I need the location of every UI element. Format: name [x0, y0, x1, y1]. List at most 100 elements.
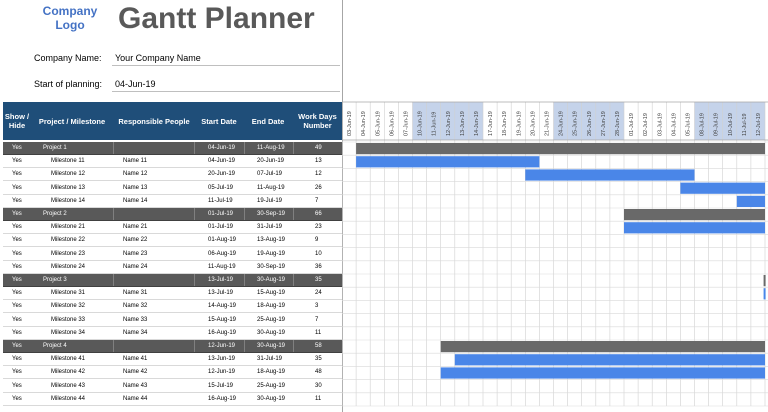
milestone-row[interactable]: Yes Milestone 33 Name 33 15-Aug-19 25-Aug-19… — [3, 314, 342, 327]
cell-people: Name 32 — [123, 300, 193, 312]
cell-show[interactable]: Yes — [12, 248, 32, 260]
col-header-end[interactable]: End Date — [243, 102, 293, 140]
cell-people: Name 42 — [123, 366, 193, 378]
cell-end: 30-Sep-19 — [257, 208, 297, 220]
milestone-row[interactable]: Yes Milestone 14 Name 14 11-Jul-19 19-Jul-19… — [3, 195, 342, 208]
col-header-workdays[interactable]: Work Days Number — [293, 102, 342, 140]
cell-show[interactable]: Yes — [12, 393, 32, 405]
project-row[interactable]: Yes Project 2 01-Jul-19 30-Sep-19 66 — [3, 208, 342, 221]
milestone-row[interactable]: Yes Milestone 22 Name 22 01-Aug-19 13-Aug-19… — [3, 234, 342, 247]
milestone-row[interactable]: Yes Milestone 43 Name 43 15-Jul-19 25-Aug-19… — [3, 380, 342, 393]
milestone-row[interactable]: Yes Milestone 32 Name 32 14-Aug-19 18-Aug-19… — [3, 300, 342, 313]
milestone-bar — [356, 156, 539, 167]
cell-end: 18-Aug-19 — [257, 300, 297, 312]
project-row[interactable]: Yes Project 4 12-Jun-19 30-Aug-19 58 — [3, 340, 342, 353]
timeline-date-label: 02-Jul-19 — [643, 113, 649, 136]
cell-days: 11 — [315, 393, 337, 405]
cell-start: 06-Aug-19 — [208, 248, 248, 260]
cell-start: 16-Aug-19 — [208, 393, 248, 405]
cell-show[interactable]: Yes — [12, 314, 32, 326]
row-divider — [113, 208, 114, 220]
start-planning-label: Start of planning: — [34, 79, 102, 89]
cell-show[interactable]: Yes — [12, 340, 32, 352]
cell-people: Name 41 — [123, 353, 193, 365]
cell-show[interactable]: Yes — [12, 195, 32, 207]
cell-people — [123, 274, 193, 286]
cell-start: 04-Jun-19 — [208, 155, 248, 167]
project-bar — [764, 275, 766, 286]
cell-days: 58 — [315, 340, 337, 352]
col-header-show[interactable]: Show / Hide — [3, 102, 31, 140]
cell-people: Name 33 — [123, 314, 193, 326]
col-header-project[interactable]: Project / Milestone — [31, 102, 113, 140]
cell-days: 7 — [315, 314, 337, 326]
cell-days: 35 — [315, 353, 337, 365]
logo-line-1: Company — [30, 4, 110, 18]
cell-show[interactable]: Yes — [12, 287, 32, 299]
cell-show[interactable]: Yes — [12, 142, 32, 154]
milestone-row[interactable]: Yes Milestone 23 Name 23 06-Aug-19 19-Aug-19… — [3, 248, 342, 261]
timeline-date-label: 21-Jun-19 — [544, 111, 550, 136]
milestone-row[interactable]: Yes Milestone 42 Name 42 12-Jun-19 18-Aug-19… — [3, 366, 342, 379]
cell-days: 36 — [315, 261, 337, 273]
cell-show[interactable]: Yes — [12, 327, 32, 339]
project-bar — [441, 341, 765, 352]
cell-show[interactable]: Yes — [12, 221, 32, 233]
cell-start: 11-Jul-19 — [208, 195, 248, 207]
cell-people: Name 44 — [123, 393, 193, 405]
gantt-chart: 03-Jun-19 04-Jun-19 05-Jun-19 06-Jun-19 07-J… — [342, 0, 768, 412]
cell-show[interactable]: Yes — [12, 182, 32, 194]
cell-show[interactable]: Yes — [12, 208, 32, 220]
milestone-row[interactable]: Yes Milestone 12 Name 12 20-Jun-19 07-Jul-19… — [3, 168, 342, 181]
cell-show[interactable]: Yes — [12, 234, 32, 246]
cell-days: 24 — [315, 287, 337, 299]
cell-name: Milestone 21 — [51, 221, 133, 233]
timeline-date-label: 07-Jun-19 — [403, 111, 409, 136]
cell-people: Name 22 — [123, 234, 193, 246]
cell-show[interactable]: Yes — [12, 380, 32, 392]
milestone-row[interactable]: Yes Milestone 21 Name 21 01-Jul-19 31-Jul-19… — [3, 221, 342, 234]
milestone-row[interactable]: Yes Milestone 11 Name 11 04-Jun-19 20-Jun-19… — [3, 155, 342, 168]
milestone-bar — [455, 354, 765, 365]
milestone-row[interactable]: Yes Milestone 31 Name 31 13-Jul-19 15-Aug-19… — [3, 287, 342, 300]
cell-end: 25-Aug-19 — [257, 314, 297, 326]
cell-end: 30-Aug-19 — [257, 340, 297, 352]
cell-show[interactable]: Yes — [12, 168, 32, 180]
col-header-responsible[interactable]: Responsible People — [113, 102, 195, 140]
company-name-label: Company Name: — [34, 53, 102, 63]
milestone-row[interactable]: Yes Milestone 13 Name 13 05-Jul-19 11-Aug-19… — [3, 182, 342, 195]
company-name-underline — [112, 65, 340, 66]
cell-end: 07-Jul-19 — [257, 168, 297, 180]
row-divider — [194, 208, 195, 220]
cell-show[interactable]: Yes — [12, 366, 32, 378]
logo-line-2: Logo — [30, 18, 110, 32]
cell-days: 7 — [315, 195, 337, 207]
row-divider — [194, 142, 195, 154]
cell-end: 15-Aug-19 — [257, 287, 297, 299]
milestone-row[interactable]: Yes Milestone 24 Name 24 11-Aug-19 30-Sep-19… — [3, 261, 342, 274]
cell-days: 48 — [315, 366, 337, 378]
cell-people: Name 31 — [123, 287, 193, 299]
start-planning-field[interactable]: 04-Jun-19 — [115, 79, 156, 89]
milestone-row[interactable]: Yes Milestone 34 Name 34 16-Aug-19 30-Aug-19… — [3, 327, 342, 340]
cell-show[interactable]: Yes — [12, 155, 32, 167]
cell-start: 20-Jun-19 — [208, 168, 248, 180]
cell-show[interactable]: Yes — [12, 261, 32, 273]
cell-show[interactable]: Yes — [12, 300, 32, 312]
milestone-row[interactable]: Yes Milestone 44 Name 44 16-Aug-19 30-Aug-19… — [3, 393, 342, 406]
col-header-start[interactable]: Start Date — [195, 102, 243, 140]
cell-start: 01-Jul-19 — [208, 208, 248, 220]
cell-show[interactable]: Yes — [12, 353, 32, 365]
cell-start: 15-Jul-19 — [208, 380, 248, 392]
milestone-row[interactable]: Yes Milestone 41 Name 41 13-Jun-19 31-Jul-19… — [3, 353, 342, 366]
cell-show[interactable]: Yes — [12, 274, 32, 286]
cell-end: 30-Aug-19 — [257, 327, 297, 339]
timeline-date-label: 09-Jul-19 — [714, 113, 720, 136]
cell-end: 19-Jul-19 — [257, 195, 297, 207]
project-row[interactable]: Yes Project 1 04-Jun-19 11-Aug-19 49 — [3, 142, 342, 155]
cell-name: Milestone 22 — [51, 234, 133, 246]
project-row[interactable]: Yes Project 3 13-Jul-19 30-Aug-19 35 — [3, 274, 342, 287]
cell-start: 14-Aug-19 — [208, 300, 248, 312]
company-name-field[interactable]: Your Company Name — [115, 53, 201, 63]
cell-end: 13-Aug-19 — [257, 234, 297, 246]
